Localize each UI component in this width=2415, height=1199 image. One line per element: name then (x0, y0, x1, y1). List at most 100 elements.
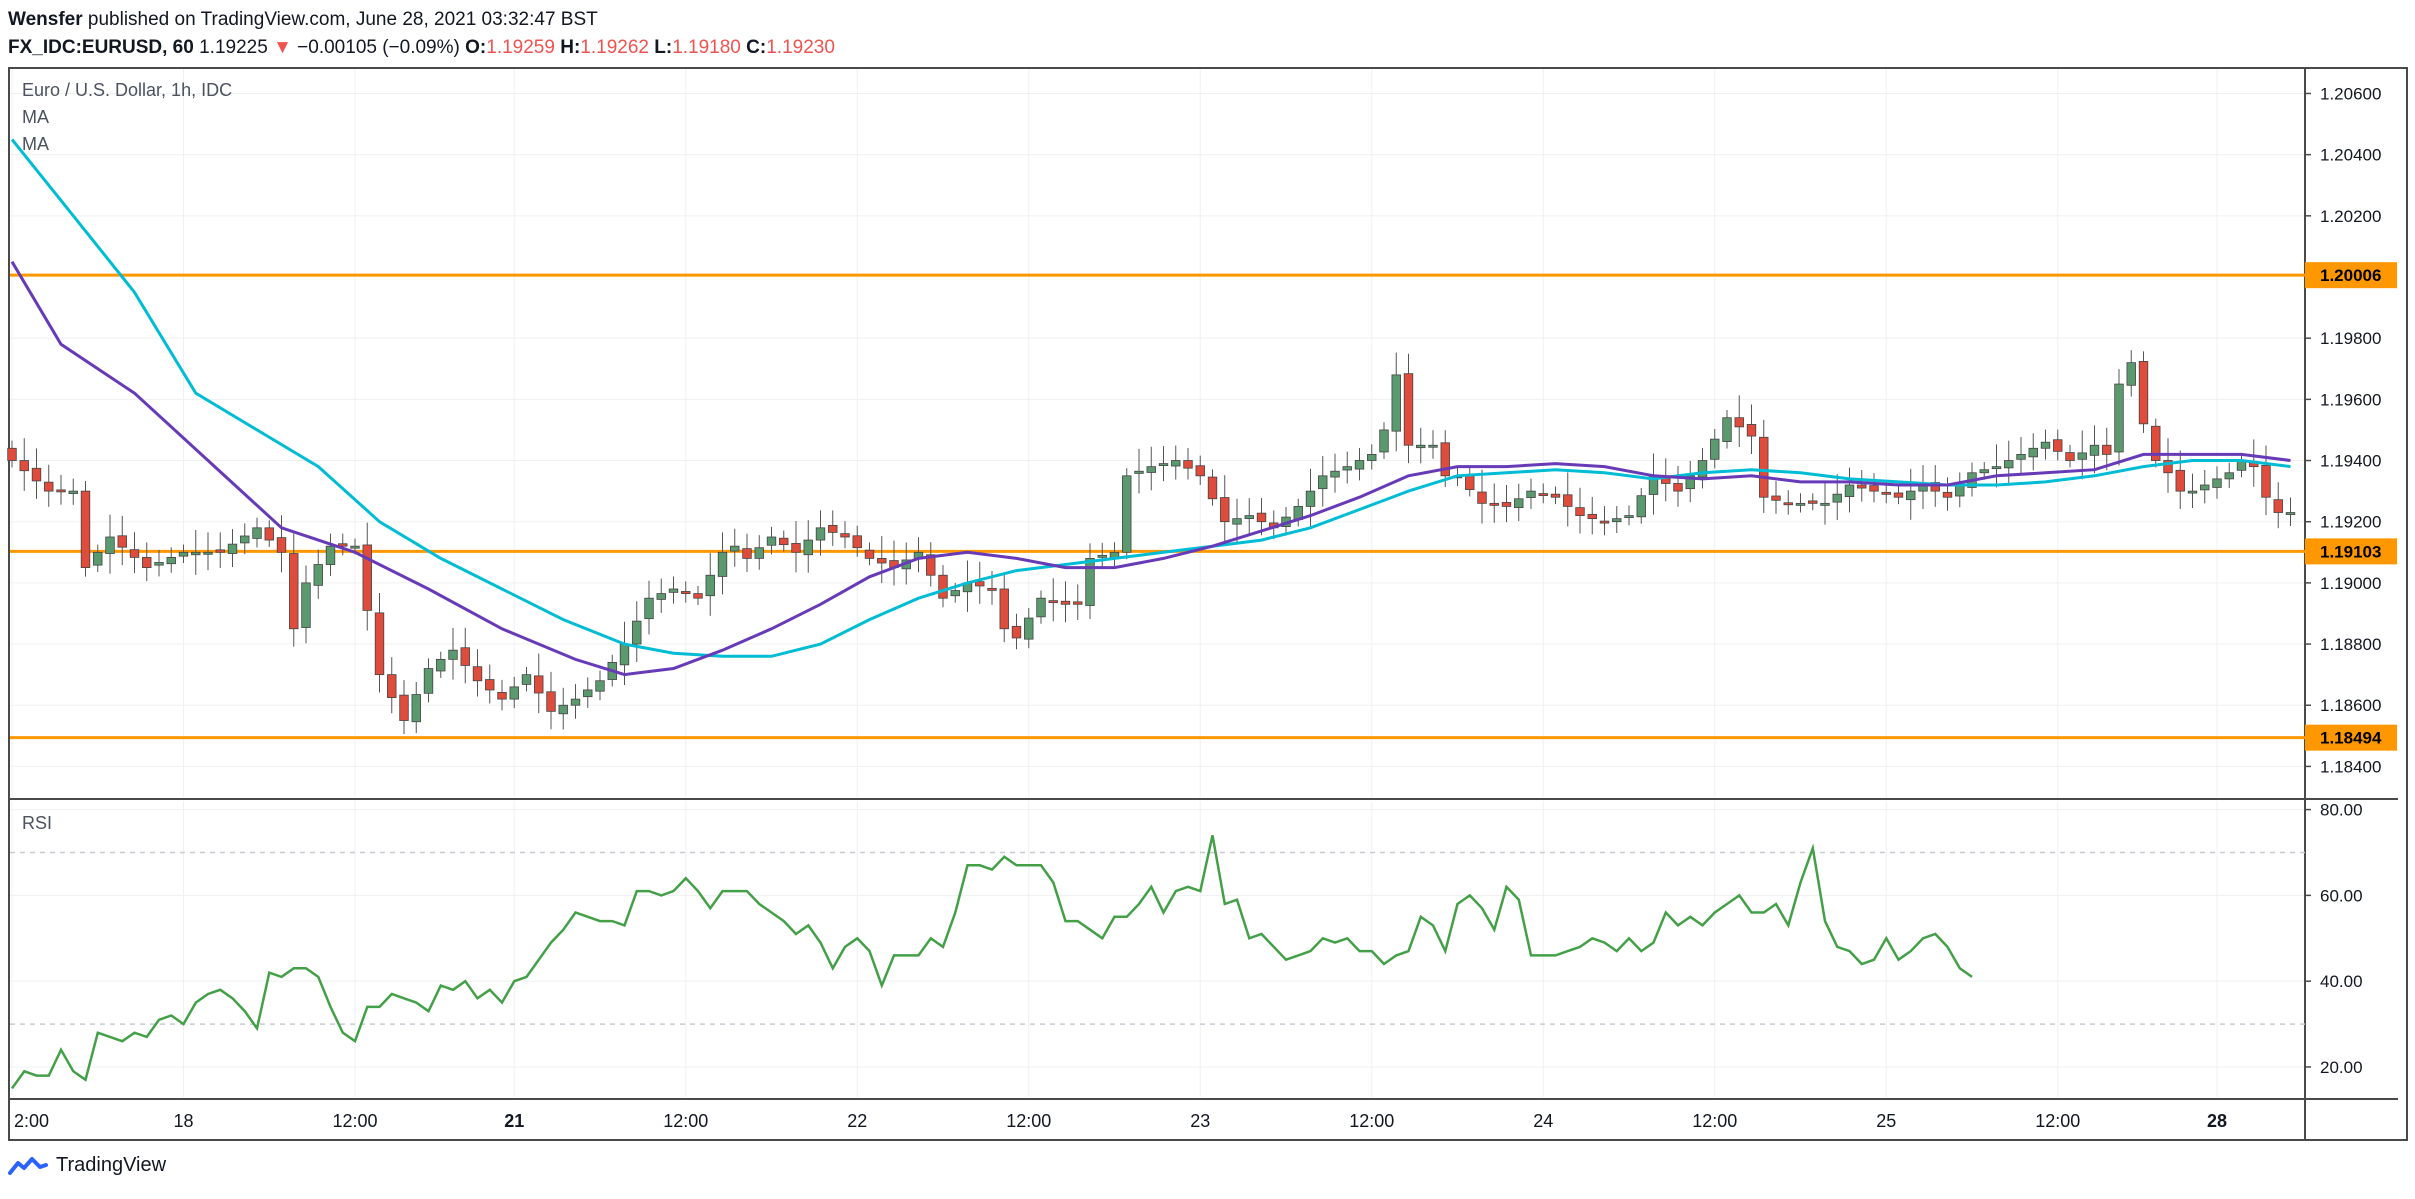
candle (1661, 458, 1671, 502)
candle-body (570, 698, 581, 706)
candle (19, 438, 29, 491)
candle-body (2163, 460, 2173, 474)
candle (2028, 433, 2038, 471)
candle (864, 542, 875, 566)
candle (252, 517, 262, 548)
candle-body (387, 674, 397, 698)
candle-body (1991, 466, 2002, 470)
candle-body (779, 537, 789, 546)
candle (1171, 445, 1181, 480)
candle (852, 525, 862, 557)
candle-body (1550, 493, 1561, 498)
candle-body (558, 704, 568, 715)
candle (374, 592, 385, 693)
candle (2102, 427, 2112, 471)
candle-body (766, 536, 777, 546)
candle-body (1501, 502, 1512, 507)
candle (1991, 444, 2002, 488)
time-tick-label: 21 (504, 1111, 524, 1131)
candle-body (1820, 502, 1830, 506)
candle (105, 514, 115, 574)
candle (1893, 485, 1904, 505)
candle (191, 529, 201, 575)
level-label: 1.20006 (2320, 266, 2381, 285)
tradingview-footer[interactable]: TradingView (8, 1154, 166, 1177)
candle-body (93, 551, 103, 566)
ma-fast-label[interactable]: MA (22, 107, 49, 127)
candle-body (2102, 444, 2112, 455)
candle (1563, 472, 1573, 527)
time-tick-label: 22 (847, 1111, 867, 1131)
published-text: published on TradingView.com, June 28, 2… (87, 9, 598, 30)
candle-body (2212, 478, 2222, 488)
candle-body (656, 593, 666, 600)
price-tick-label: 1.18400 (2320, 757, 2381, 776)
candle (1097, 542, 1107, 569)
candle-body (227, 543, 238, 554)
candle-body (2077, 452, 2087, 460)
candle-body (485, 679, 495, 691)
candle (276, 515, 287, 573)
candle-body (1673, 483, 1683, 492)
candle (754, 535, 764, 570)
candle (1024, 607, 1034, 649)
ma-slow-label[interactable]: MA (22, 134, 49, 154)
author-name[interactable]: Wensfer (8, 9, 83, 30)
candle (1048, 578, 1058, 622)
candle-body (1220, 497, 1230, 523)
candle (509, 676, 519, 709)
candle-body (693, 593, 703, 599)
candle (938, 565, 948, 608)
candle (1636, 488, 1646, 524)
candle-body (828, 524, 838, 533)
candle (472, 649, 483, 697)
candle-body (1060, 600, 1071, 605)
candle-body (166, 556, 176, 565)
candle (2273, 482, 2283, 529)
candle-body (350, 545, 360, 549)
time-tick-label: 12:00 (1692, 1111, 1737, 1131)
candle-body (1122, 475, 1132, 553)
candle-body (2004, 460, 2014, 469)
candle-body (1955, 484, 1965, 497)
rsi-line (10, 835, 1973, 1090)
candle-body (1416, 444, 1426, 449)
candle-body (1477, 491, 1487, 504)
candle (1354, 447, 1365, 481)
candle-body (1783, 502, 1793, 506)
candle-body (1514, 498, 1524, 509)
candle (1746, 404, 1757, 454)
candle (570, 684, 581, 719)
candle (2040, 429, 2051, 460)
candle-body (1465, 474, 1475, 490)
candle-body (1636, 495, 1646, 518)
candle (264, 520, 274, 547)
candle (2065, 444, 2075, 468)
candle-body (877, 558, 887, 564)
series-title[interactable]: Euro / U.S. Dollar, 1h, IDC (22, 80, 233, 100)
candle-body (178, 551, 189, 557)
candle (1220, 475, 1230, 542)
candle-body (1440, 442, 1450, 477)
candle-body (411, 694, 421, 723)
candle (289, 533, 299, 647)
candle (215, 532, 225, 568)
candle (399, 680, 409, 735)
level-label-bg (2305, 538, 2397, 565)
candle-body (1207, 476, 1218, 500)
candle-body (2114, 383, 2124, 453)
level-label: 1.19103 (2320, 542, 2381, 561)
candle-body (31, 467, 42, 482)
candle-body (668, 588, 679, 593)
candle-body (252, 527, 262, 539)
candle (31, 448, 42, 499)
candle (1256, 498, 1267, 536)
candle (913, 537, 924, 573)
candle (1869, 473, 1879, 503)
candle-body (2089, 444, 2100, 456)
rsi-label[interactable]: RSI (22, 813, 53, 833)
candle (999, 574, 1009, 643)
candle (1342, 451, 1352, 484)
candle (1881, 482, 1891, 504)
